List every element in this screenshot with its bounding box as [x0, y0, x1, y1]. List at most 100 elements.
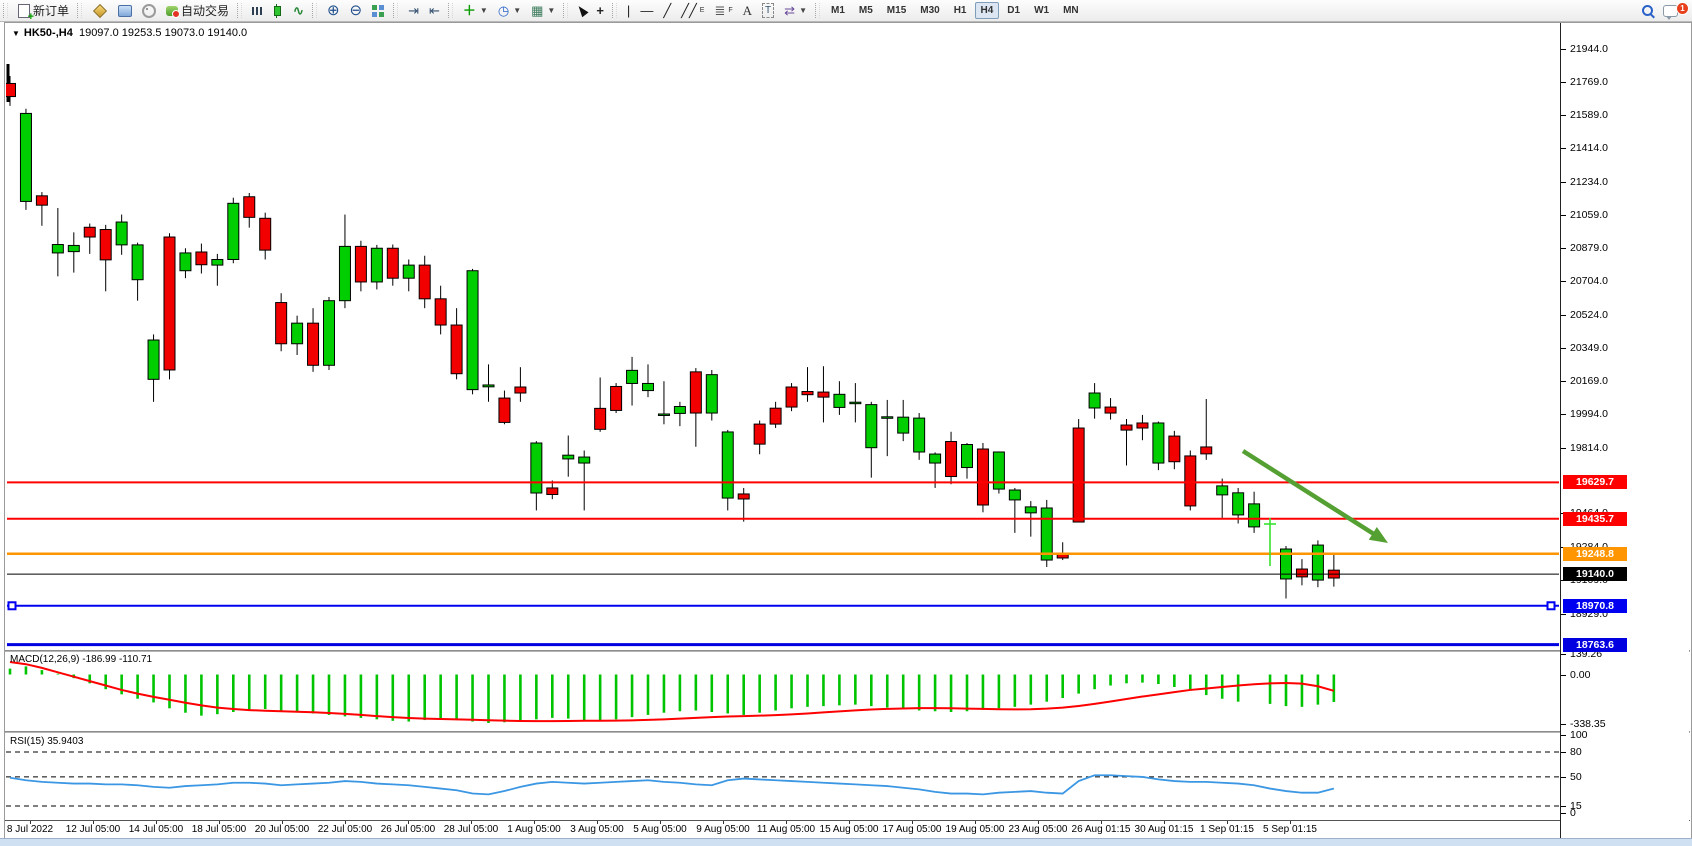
timeframe-m1-button[interactable]: M1	[830, 5, 845, 16]
timeframe-d1-button[interactable]: D1	[1007, 5, 1021, 16]
time-axis-tick	[471, 821, 472, 824]
macd-canvas[interactable]	[6, 652, 1560, 731]
chart-shift-button[interactable]: ⇤	[424, 0, 445, 21]
toolbar-grip	[393, 3, 399, 18]
toolbar-grip	[563, 3, 569, 18]
trend-arrow[interactable]	[1241, 449, 1379, 539]
zoom-in-icon: ⊕	[326, 2, 340, 19]
timeframe-m15-button[interactable]: M15	[886, 5, 907, 16]
time-axis[interactable]: 8 Jul 2022 12 Jul 05:00 14 Jul 05:00 18 Jul…	[6, 821, 1560, 837]
pane-separator[interactable]	[5, 731, 1690, 733]
fibonacci-tool-button[interactable]: ≣ F	[714, 3, 733, 18]
price-level-badge[interactable]: 19629.7	[1563, 475, 1627, 490]
timeframe-h4-button[interactable]: H4	[974, 2, 1000, 19]
price-tick-label: 20169.0	[1570, 375, 1608, 388]
new-order-button[interactable]: 新订单	[13, 0, 74, 23]
horizontal-line-tool-button[interactable]: —	[635, 0, 658, 21]
auto-scroll-button[interactable]: ⇥	[403, 0, 424, 21]
text-tool-button[interactable]: A	[738, 0, 757, 21]
axis-tick	[1561, 806, 1566, 807]
vertical-line-icon: |	[626, 3, 631, 18]
macd-label: MACD(12,26,9) -186.99 -110.71	[10, 654, 153, 665]
arrows-icon: ⇄	[784, 3, 796, 18]
axis-tick	[1561, 49, 1566, 50]
time-axis-tick	[1290, 821, 1291, 824]
axis-tick	[1561, 654, 1566, 656]
price-level-badge[interactable]: 18763.6	[1563, 637, 1627, 652]
time-axis-label: 28 Jul 05:00	[443, 824, 499, 835]
price-level-badge[interactable]: 19140.0	[1563, 567, 1627, 582]
price-level-badge[interactable]: 19435.7	[1563, 511, 1627, 526]
rsi-pane[interactable]	[6, 734, 1560, 820]
timeframe-mn-button[interactable]: MN	[1063, 5, 1079, 16]
timeframe-h1-button[interactable]: H1	[953, 5, 967, 16]
collapse-triangle-icon[interactable]: ▼	[12, 29, 20, 38]
axis-tick	[1561, 81, 1566, 83]
time-axis-label: 17 Aug 05:00	[882, 824, 942, 835]
price-axis[interactable]: 21944.0 21769.0 21589.0 21414.0 21234.0 21059…	[1560, 23, 1689, 838]
price-tick-label: 19994.0	[1570, 408, 1608, 421]
time-axis-label: 26 Aug 01:15	[1071, 824, 1131, 835]
axis-tick	[1561, 776, 1566, 778]
auto-trading-label: 自动交易	[181, 4, 230, 18]
bar-chart-mode-button[interactable]	[247, 0, 267, 21]
crosshair-tool-button[interactable]: +	[591, 0, 609, 21]
axis-tick	[1561, 148, 1566, 150]
pane-separator	[5, 820, 1690, 821]
arrows-tool-button[interactable]: ⇄ ▼	[779, 0, 812, 21]
timeframe-m30-button[interactable]: M30	[920, 5, 940, 16]
price-chart-pane[interactable]	[6, 23, 1560, 650]
data-window-button[interactable]	[137, 0, 161, 21]
line-chart-mode-button[interactable]: ∿	[288, 0, 309, 21]
candlestick-canvas[interactable]	[6, 23, 1560, 650]
navigator-button[interactable]	[113, 0, 137, 21]
time-axis-tick	[1101, 821, 1102, 824]
window-bottom-edge	[0, 838, 1692, 846]
axis-tick	[1561, 447, 1566, 449]
candle-chart-mode-button[interactable]	[267, 0, 288, 21]
zoom-out-icon: ⊖	[349, 2, 363, 19]
price-level-badge[interactable]: 18970.8	[1563, 598, 1627, 613]
notifications-button[interactable]: 1	[1658, 0, 1692, 21]
axis-tick	[1561, 347, 1566, 349]
time-axis-label: 5 Aug 05:00	[633, 824, 687, 835]
timeframe-w1-button[interactable]: W1	[1034, 5, 1050, 16]
templates-button[interactable]: ▦ ▼	[526, 0, 560, 21]
toolbar-grip	[611, 3, 617, 18]
time-axis-tick	[1227, 821, 1228, 824]
timeframe-m5-button[interactable]: M5	[858, 5, 873, 16]
time-axis-tick	[597, 821, 598, 824]
price-level-badge[interactable]: 19248.8	[1563, 546, 1627, 561]
time-axis-label: 15 Aug 05:00	[819, 824, 879, 835]
zoom-in-button[interactable]: ⊕	[322, 0, 345, 21]
time-axis-tick	[849, 821, 850, 824]
cursor-tool-button[interactable]	[573, 0, 591, 21]
search-button[interactable]	[1637, 0, 1658, 21]
axis-tick	[1561, 248, 1566, 250]
time-axis-tick	[93, 821, 94, 824]
macd-pane[interactable]	[6, 652, 1560, 731]
channel-tool-button[interactable]: ╱╱ E	[681, 3, 705, 18]
vertical-line-tool-button[interactable]: |	[622, 0, 635, 21]
indicators-button[interactable]: ＋ ▼	[458, 0, 493, 21]
zoom-out-button[interactable]: ⊖	[345, 0, 368, 21]
time-axis-label: 30 Aug 01:15	[1134, 824, 1194, 835]
market-watch-button[interactable]	[87, 0, 113, 21]
text-icon: A	[742, 3, 753, 18]
text-label-tool-button[interactable]: T	[757, 0, 779, 21]
rsi-canvas[interactable]	[6, 734, 1560, 820]
time-axis-tick	[534, 821, 535, 824]
axis-tick	[1561, 813, 1566, 814]
pane-separator[interactable]	[5, 650, 1690, 652]
periods-button[interactable]: ◷ ▼	[493, 0, 526, 21]
trend-arrow-head	[1368, 527, 1388, 543]
time-axis-tick	[282, 821, 283, 824]
chart-title: ▼ HK50-,H4 19097.0 19253.5 19073.0 19140.…	[12, 27, 247, 39]
navigator-icon	[118, 4, 133, 17]
trendline-tool-button[interactable]: ╱	[658, 0, 676, 21]
auto-trading-button[interactable]: 自动交易	[161, 0, 234, 21]
time-axis-label: 20 Jul 05:00	[254, 824, 310, 835]
tile-windows-button[interactable]	[367, 0, 390, 21]
time-axis-label: 1 Aug 05:00	[507, 824, 561, 835]
